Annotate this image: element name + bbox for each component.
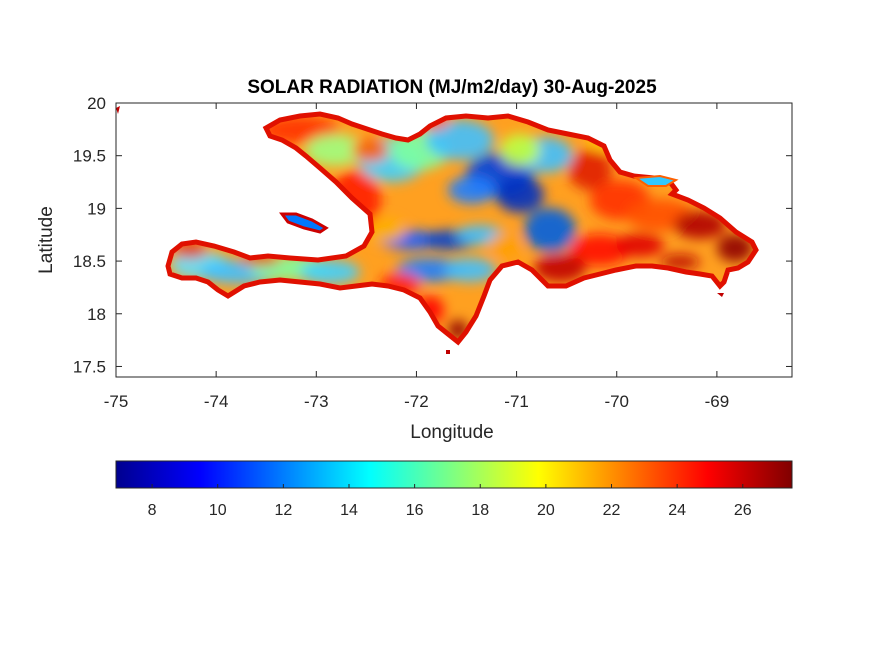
radiation-patch — [489, 233, 521, 257]
colorbar-tick-label: 10 — [209, 502, 227, 519]
radiation-patch — [365, 218, 405, 242]
radiation-patch — [300, 260, 360, 284]
x-tick-label: -72 — [404, 392, 429, 411]
y-tick-label: 19 — [87, 199, 106, 218]
x-axis-ticks: -75 -74 -73 -72 -71 -70 -69 — [104, 103, 729, 411]
y-tick-label: 19.5 — [73, 147, 106, 166]
x-tick-label: -69 — [705, 392, 730, 411]
x-tick-label: -74 — [204, 392, 229, 411]
colorbar-tick-label: 12 — [274, 502, 292, 519]
radiation-patch — [496, 177, 544, 213]
colorbar-tick-label: 18 — [471, 502, 489, 519]
x-tick-label: -71 — [504, 392, 529, 411]
colorbar-tick-label: 8 — [148, 502, 157, 519]
radiation-patch — [674, 211, 726, 239]
colorbar-tick-label: 26 — [734, 502, 752, 519]
radiation-patch — [444, 258, 496, 282]
cell-corner — [116, 106, 120, 114]
colorbar-tick-label: 16 — [406, 502, 424, 519]
y-axis-ticks: 17.5 18 18.5 19 19.5 20 — [73, 94, 792, 376]
colorbar-tick-label: 24 — [668, 502, 686, 519]
y-axis-label: Latitude — [36, 206, 57, 274]
y-tick-label: 18 — [87, 305, 106, 324]
island-gonave — [279, 212, 329, 234]
x-tick-label: -75 — [104, 392, 129, 411]
colorbar-tick-label: 22 — [603, 502, 621, 519]
colorbar-tick-label: 20 — [537, 502, 555, 519]
radiation-patch — [534, 254, 586, 282]
island-beata — [446, 350, 450, 354]
radiation-patch — [426, 120, 494, 160]
chart-title: SOLAR RADIATION (MJ/m2/day) 30-Aug-2025 — [247, 77, 657, 98]
radiation-patch — [568, 150, 612, 190]
radiation-patch — [305, 134, 365, 166]
radiation-patch — [352, 138, 388, 162]
radiation-patch — [448, 176, 496, 204]
x-axis-label: Longitude — [410, 422, 493, 443]
y-tick-label: 17.5 — [73, 357, 106, 376]
radiation-patch — [570, 234, 630, 266]
colorbar — [115, 460, 793, 489]
radiation-patch — [616, 233, 664, 257]
x-tick-label: -70 — [604, 392, 629, 411]
island-saona — [717, 293, 724, 297]
y-tick-label: 18.5 — [73, 252, 106, 271]
y-tick-label: 20 — [87, 94, 106, 113]
x-tick-label: -73 — [304, 392, 329, 411]
colorbar-tick-label: 14 — [340, 502, 358, 519]
island-tortuga — [633, 174, 679, 187]
radiation-patch — [524, 208, 576, 252]
radiation-patch — [500, 134, 540, 166]
radiation-patch — [717, 234, 753, 262]
colorbar-ticks: 8 10 12 14 16 18 20 22 24 26 — [148, 484, 752, 519]
